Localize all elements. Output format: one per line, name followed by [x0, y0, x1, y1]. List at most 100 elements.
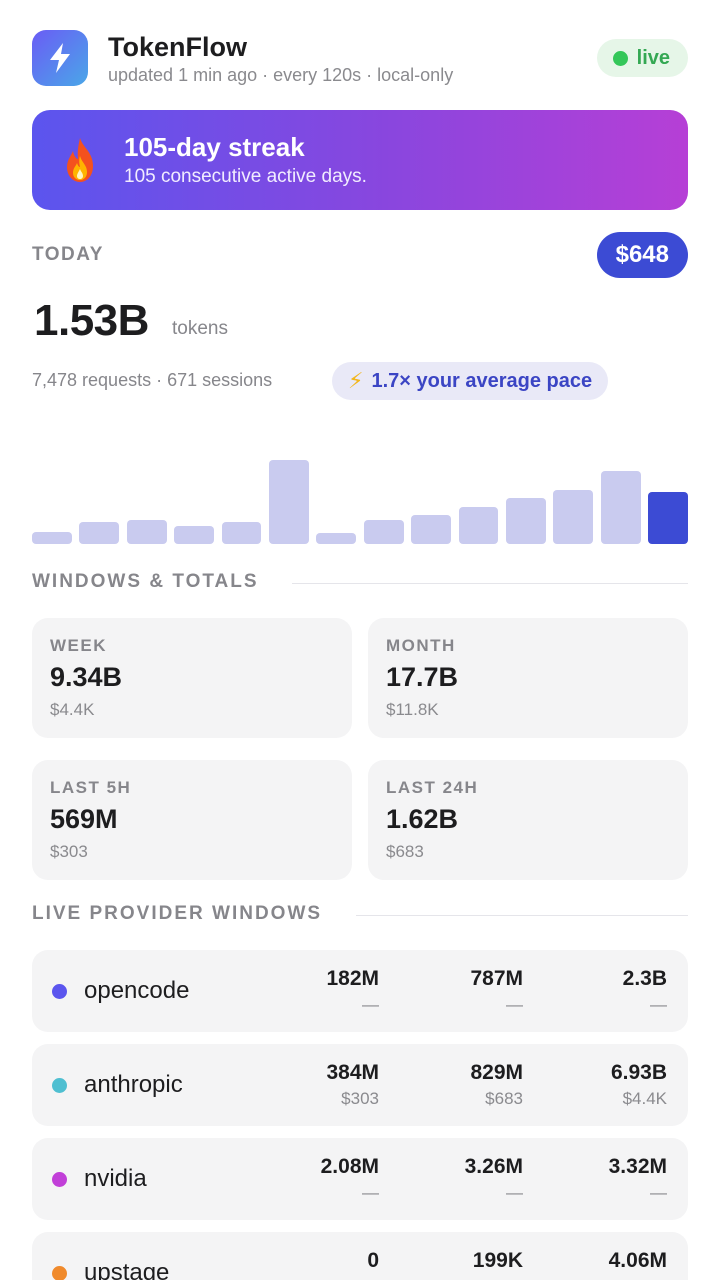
- provider-col-1: 0: [259, 1248, 379, 1274]
- chart-bar: [174, 526, 215, 544]
- chart-bar: [411, 515, 452, 544]
- provider-cost: $4.4K: [622, 1089, 667, 1108]
- provider-cost: —: [506, 1183, 523, 1202]
- lightning-icon: ⚡: [348, 368, 364, 393]
- window-card-label: MONTH: [386, 636, 456, 655]
- provider-name: opencode: [84, 977, 190, 1004]
- section-divider: [292, 583, 688, 584]
- windows-section-label: WINDOWS & TOTALS: [32, 571, 259, 592]
- provider-tokens: 2.08M: [320, 1155, 379, 1178]
- today-tokens-value: 1.53B: [34, 296, 149, 345]
- window-card-cost: $683: [386, 842, 424, 861]
- chart-bar: [79, 522, 120, 544]
- lightning-bolt-icon: [32, 30, 88, 86]
- app-header: TokenFlow updated 1 min ago · every 120s…: [32, 30, 688, 86]
- provider-tokens: 787M: [470, 967, 523, 990]
- fire-icon: [67, 138, 93, 182]
- provider-tokens: 2.3B: [622, 967, 667, 990]
- chart-bar: [221, 522, 262, 544]
- providers-section-header: LIVE PROVIDER WINDOWS: [32, 903, 688, 927]
- provider-col-3: 2.3B —: [547, 966, 667, 1018]
- windows-section-header: WINDOWS & TOTALS: [32, 571, 688, 595]
- streak-subtitle: 105 consecutive active days.: [124, 166, 367, 187]
- chart-bar: [553, 490, 594, 544]
- provider-col-3: 4.06M: [547, 1248, 667, 1274]
- provider-tokens: 6.93B: [610, 1061, 667, 1084]
- window-card-label: WEEK: [50, 636, 107, 655]
- provider-col-3: 3.32M —: [547, 1154, 667, 1206]
- pace-text: 1.7× your average pace: [371, 369, 593, 392]
- provider-row-opencode[interactable]: opencode 182M — 787M — 2.3B —: [32, 950, 688, 1032]
- provider-tokens: 384M: [326, 1061, 379, 1084]
- today-cost-badge: $648: [596, 232, 688, 278]
- live-status-label: live: [636, 46, 670, 69]
- window-card-month: MONTH 17.7B $11.8K: [368, 618, 688, 738]
- window-card-label: LAST 5H: [50, 778, 132, 797]
- streak-title: 105-day streak: [124, 132, 305, 162]
- provider-tokens: 0: [367, 1249, 379, 1272]
- provider-cost: —: [650, 995, 667, 1014]
- provider-name: nvidia: [84, 1165, 147, 1192]
- section-divider: [356, 915, 688, 916]
- window-card-value: 9.34B: [50, 662, 123, 692]
- window-card-cost: $4.4K: [50, 700, 95, 719]
- provider-col-2: 3.26M —: [403, 1154, 523, 1206]
- provider-col-2: 787M —: [403, 966, 523, 1018]
- window-card-cost: $11.8K: [386, 700, 439, 719]
- provider-color-dot: [52, 1078, 67, 1093]
- app-title: TokenFlow: [108, 32, 247, 62]
- chart-bar: [458, 507, 499, 544]
- chart-bar: [505, 498, 546, 544]
- provider-tokens: 3.32M: [608, 1155, 667, 1178]
- provider-col-1: 384M $303: [259, 1060, 379, 1112]
- provider-tokens: 199K: [472, 1249, 523, 1272]
- provider-tokens: 829M: [470, 1061, 523, 1084]
- today-tokens-unit: tokens: [172, 318, 228, 339]
- usage-bar-chart: [32, 420, 688, 544]
- provider-tokens: 3.26M: [464, 1155, 523, 1178]
- window-card-last-5h: LAST 5H 569M $303: [32, 760, 352, 880]
- provider-col-3: 6.93B $4.4K: [547, 1060, 667, 1112]
- providers-section-label: LIVE PROVIDER WINDOWS: [32, 903, 323, 924]
- chart-bar: [126, 520, 167, 544]
- provider-cost: —: [506, 995, 523, 1014]
- today-label: TODAY: [32, 244, 104, 265]
- provider-col-2: 199K: [403, 1248, 523, 1274]
- live-dot-icon: [612, 50, 628, 66]
- chart-bar: [32, 532, 72, 544]
- window-card-week: WEEK 9.34B $4.4K: [32, 618, 352, 738]
- provider-row-anthropic[interactable]: anthropic 384M $303 829M $683 6.93B $4.4K: [32, 1044, 688, 1126]
- requests-sessions-line: 7,478 requests · 671 sessions: [32, 370, 273, 390]
- live-status-badge: live: [596, 39, 688, 77]
- provider-col-1: 182M —: [259, 966, 379, 1018]
- provider-tokens: 182M: [326, 967, 379, 990]
- provider-row-upstage[interactable]: upstage 0 199K 4.06M: [32, 1232, 688, 1280]
- provider-tokens: 4.06M: [608, 1249, 667, 1272]
- streak-banner: 105-day streak 105 consecutive active da…: [32, 110, 688, 210]
- provider-row-nvidia[interactable]: nvidia 2.08M — 3.26M — 3.32M —: [32, 1138, 688, 1220]
- window-card-value: 569M: [50, 804, 118, 834]
- app-subtitle: updated 1 min ago · every 120s · local-o…: [108, 65, 454, 85]
- provider-color-dot: [52, 984, 67, 999]
- provider-cost: —: [650, 1183, 667, 1202]
- window-card-value: 1.62B: [386, 804, 459, 834]
- provider-cost: —: [362, 995, 379, 1014]
- window-card-label: LAST 24H: [386, 778, 479, 797]
- provider-color-dot: [52, 1266, 67, 1280]
- chart-bar: [600, 471, 641, 544]
- provider-name: upstage: [84, 1259, 170, 1280]
- chart-bar: [363, 520, 404, 544]
- provider-cost: —: [362, 1183, 379, 1202]
- window-card-value: 17.7B: [386, 662, 459, 692]
- provider-col-1: 2.08M —: [259, 1154, 379, 1206]
- chart-bar: [268, 460, 309, 544]
- provider-cost: $303: [341, 1089, 379, 1108]
- chart-bar: [316, 533, 357, 544]
- window-card-cost: $303: [50, 842, 88, 861]
- provider-color-dot: [52, 1172, 67, 1187]
- window-card-last-24h: LAST 24H 1.62B $683: [368, 760, 688, 880]
- provider-name: anthropic: [84, 1071, 183, 1098]
- provider-col-2: 829M $683: [403, 1060, 523, 1112]
- pace-badge: ⚡ 1.7× your average pace: [332, 362, 609, 400]
- chart-bar: [648, 492, 688, 544]
